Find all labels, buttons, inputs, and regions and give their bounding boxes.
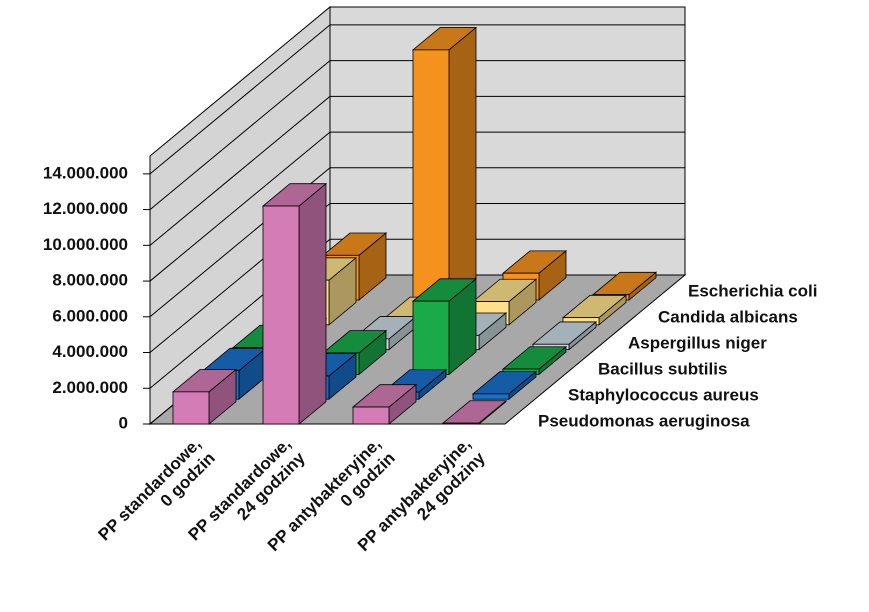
bar — [261, 182, 328, 425]
bar-front — [352, 406, 390, 425]
legend-label: Aspergillus niger — [628, 333, 767, 352]
y-tick-label: 6.000.000 — [52, 306, 128, 325]
y-tick-label: 4.000.000 — [52, 342, 128, 361]
grid-line — [149, 24, 685, 175]
bar — [411, 26, 478, 301]
legend-label: Bacillus subtilis — [598, 359, 727, 378]
y-tick-label: 0 — [119, 413, 128, 432]
grid-line — [149, 131, 685, 282]
bar-front — [412, 300, 450, 375]
y-tick-label: 8.000.000 — [52, 271, 128, 290]
bar — [441, 399, 508, 425]
bar-front — [472, 393, 510, 400]
legend-label: Pseudomonas aeruginosa — [538, 411, 750, 430]
y-tick-label: 14.000.000 — [43, 163, 128, 182]
y-tick-label: 2.000.000 — [52, 378, 128, 397]
bar-front — [262, 205, 300, 425]
bar — [411, 277, 478, 376]
bar-side — [298, 182, 327, 425]
bar-front — [442, 422, 480, 425]
grid-line — [149, 95, 685, 246]
legend-label: Candida albicans — [658, 307, 798, 326]
bar — [561, 294, 628, 326]
legend-label: Escherichia coli — [688, 281, 817, 300]
y-tick-label: 12.000.000 — [43, 199, 128, 218]
bar-front — [412, 49, 450, 301]
bar — [471, 370, 538, 401]
bar — [171, 368, 238, 425]
grid-line — [149, 60, 685, 210]
legend-label: Staphylococcus aureus — [568, 385, 759, 404]
y-tick-label: 10.000.000 — [43, 235, 128, 254]
grid-line — [149, 203, 685, 353]
bar-front — [172, 391, 210, 425]
grid-line — [149, 167, 685, 318]
bar — [351, 383, 418, 425]
grid-line — [149, 238, 685, 389]
bar-side — [448, 26, 477, 301]
